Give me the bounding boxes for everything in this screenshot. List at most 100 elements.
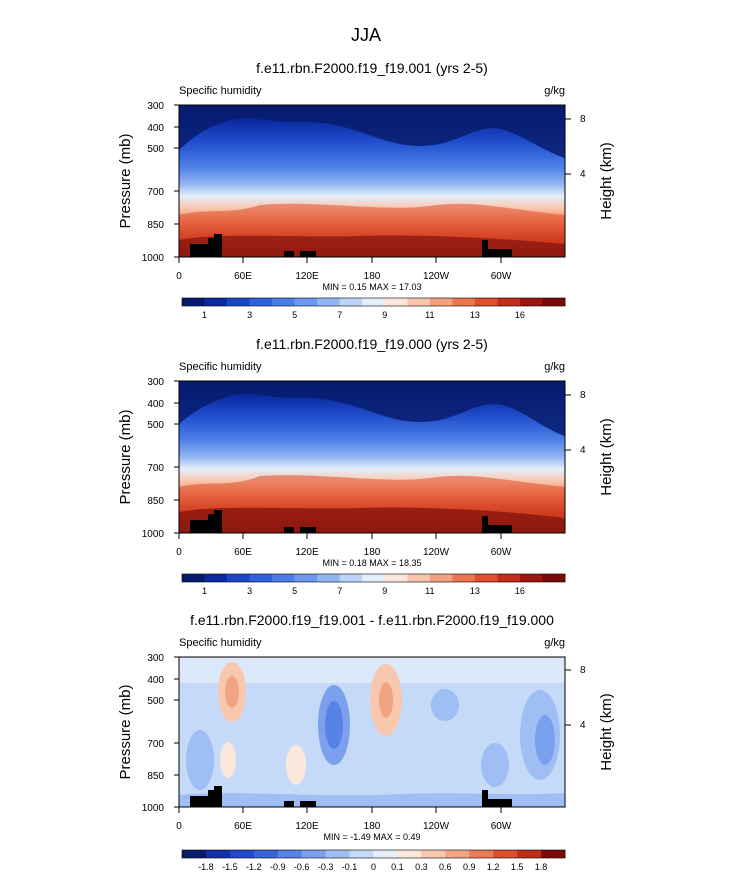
colorbar-label: -1.8 <box>198 862 214 872</box>
colorbar-swatch <box>429 574 453 582</box>
colorbar-label: 7 <box>337 310 342 320</box>
colorbar-swatch <box>362 574 386 582</box>
colorbar-swatch <box>253 850 279 858</box>
colorbar-swatch <box>317 298 341 306</box>
panel-2-title: f.e11.rbn.F2000.f19_f19.000 (yrs 2-5) <box>256 336 488 352</box>
colorbar-swatch <box>474 574 498 582</box>
panel-2: f.e11.rbn.F2000.f19_f19.000 (yrs 2-5) Sp… <box>117 336 615 596</box>
panel-2-xtick-label: 120W <box>423 547 450 558</box>
panel-1-y2tick-label: 4 <box>580 169 586 180</box>
panel-3-y2-axis-label: Height (km) <box>598 693 615 771</box>
panel-2-y-axis-label: Pressure (mb) <box>117 409 134 504</box>
colorbar-label: -0.6 <box>294 862 310 872</box>
colorbar-swatch <box>519 574 543 582</box>
colorbar-swatch <box>429 298 453 306</box>
panel-3-xtick-label: 120W <box>423 821 450 832</box>
colorbar-swatch <box>373 850 398 858</box>
colorbar-label: 16 <box>515 310 525 320</box>
colorbar-frame <box>181 573 566 583</box>
colorbar-swatch <box>469 850 494 858</box>
panel-1-minmax: MIN = 0.15 MAX = 17.03 <box>322 282 421 292</box>
colorbar-label: 13 <box>470 586 480 596</box>
panel-3-field <box>179 657 565 807</box>
colorbar-label: -1.2 <box>246 862 262 872</box>
colorbar-swatch <box>272 574 295 582</box>
colorbar-label: 1 <box>202 586 207 596</box>
colorbar-swatch <box>397 850 422 858</box>
colorbar-label: 5 <box>292 586 297 596</box>
panel-1-y2ticks: 8 4 <box>565 114 586 180</box>
colorbar-swatch <box>519 298 543 306</box>
colorbar-swatch <box>249 298 273 306</box>
panel-1-ytick-label: 400 <box>147 123 164 134</box>
colorbar-label: -0.3 <box>318 862 334 872</box>
colorbar-label: 3 <box>247 310 252 320</box>
panel-2-xticks: 0 60E 120E 180 120W 60W <box>176 533 512 558</box>
colorbar-label: 0.1 <box>391 862 404 872</box>
colorbar-swatch <box>204 574 228 582</box>
panel-1-xtick-label: 120E <box>295 271 319 282</box>
colorbar-swatch <box>474 298 498 306</box>
panel-2-variable-label: Specific humidity <box>179 361 262 373</box>
colorbar-swatch <box>227 574 250 582</box>
panel-1-ytick-label: 850 <box>147 220 164 231</box>
colorbar-swatch <box>301 850 326 858</box>
panel-3-title: f.e11.rbn.F2000.f19_f19.001 - f.e11.rbn.… <box>190 612 554 628</box>
panel-3: f.e11.rbn.F2000.f19_f19.001 - f.e11.rbn.… <box>117 612 615 872</box>
colorbar-swatch <box>325 850 350 858</box>
panel-1-colorbar: 1 3 5 7 9 11 13 16 <box>181 297 566 320</box>
colorbar-swatch <box>339 574 363 582</box>
panel-3-ytick-label: 300 <box>147 653 164 664</box>
colorbar-swatch <box>452 574 476 582</box>
colorbar-label: 0 <box>371 862 376 872</box>
colorbar-swatch <box>277 850 302 858</box>
panel-3-xtick-label: 180 <box>364 821 381 832</box>
colorbar-swatch <box>421 850 446 858</box>
colorbar-label: 3 <box>247 586 252 596</box>
colorbar-label: 16 <box>515 586 525 596</box>
panel-3-variable-label: Specific humidity <box>179 637 262 649</box>
colorbar-label: 1.2 <box>487 862 500 872</box>
panel-1-xtick-label: 180 <box>364 271 381 282</box>
colorbar-swatch <box>339 298 363 306</box>
colorbar-label: 13 <box>470 310 480 320</box>
panel-1-xticks: 0 60E 120E 180 120W 60W <box>176 257 512 282</box>
panel-2-xtick-label: 0 <box>176 547 182 558</box>
colorbar-swatch <box>497 298 521 306</box>
panel-2-minmax: MIN = 0.18 MAX = 18.35 <box>322 558 421 568</box>
panel-2-colorbar: 1 3 5 7 9 11 13 16 <box>181 573 566 596</box>
colorbar-label: 9 <box>382 586 387 596</box>
panel-2-field <box>179 381 565 533</box>
panel-2-ytick-label: 500 <box>147 420 164 431</box>
colorbar-label: 1.5 <box>511 862 524 872</box>
colorbar-label: -0.1 <box>342 862 358 872</box>
colorbar-swatch <box>229 850 255 858</box>
panel-1-xtick-label: 60E <box>234 271 252 282</box>
panel-2-ytick-label: 700 <box>147 463 164 474</box>
panel-2-xtick-label: 120E <box>295 547 319 558</box>
colorbar-swatch <box>493 850 518 858</box>
panel-3-ytick-label: 1000 <box>142 803 165 814</box>
panel-2-xtick-label: 60E <box>234 547 252 558</box>
panel-3-yticks: 300 400 500 700 850 1000 <box>142 653 179 814</box>
colorbar-swatch <box>182 574 205 582</box>
colorbar-swatch <box>205 850 231 858</box>
colorbar-frame <box>181 297 566 307</box>
panel-2-ytick-label: 1000 <box>142 529 165 540</box>
colorbar-swatch <box>407 298 431 306</box>
colorbar-label: 0.6 <box>439 862 452 872</box>
panel-3-xtick-label: 0 <box>176 821 182 832</box>
colorbar-label: -1.5 <box>222 862 238 872</box>
colorbar-swatch <box>349 850 374 858</box>
panel-1-y2-axis-label: Height (km) <box>598 142 615 220</box>
panel-1-ytick-label: 1000 <box>142 253 165 264</box>
colorbar-swatch <box>294 298 318 306</box>
panel-2-xtick-label: 180 <box>364 547 381 558</box>
colorbar-swatch <box>362 298 386 306</box>
colorbar-swatch <box>272 298 295 306</box>
panel-1-ytick-label: 500 <box>147 144 164 155</box>
panel-3-ytick-label: 700 <box>147 739 164 750</box>
panel-1-field <box>179 105 565 257</box>
colorbar-swatch <box>317 574 341 582</box>
